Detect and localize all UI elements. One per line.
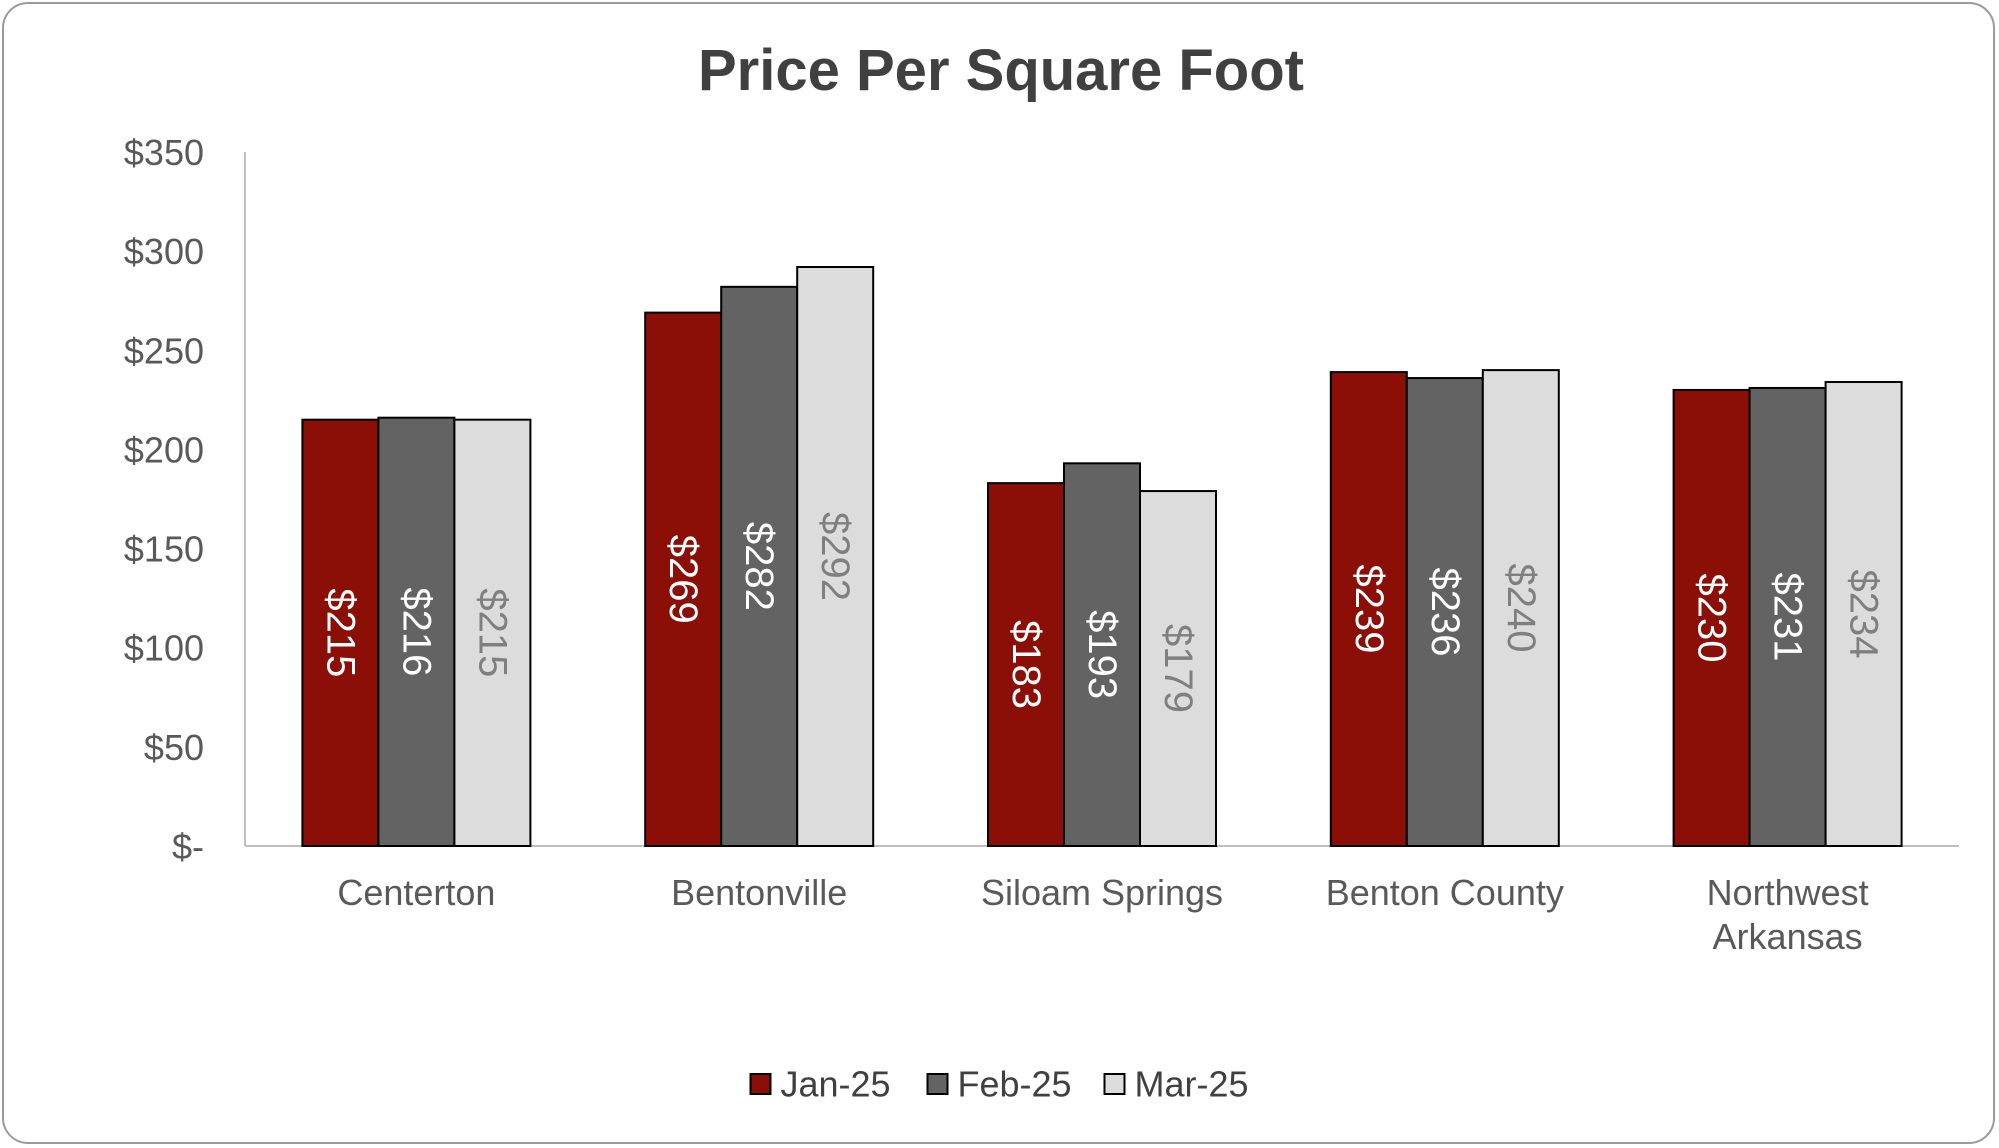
- data-label: $234: [1842, 570, 1886, 659]
- bar: [1139, 490, 1217, 847]
- data-label: $215: [318, 588, 362, 677]
- data-label: $179: [1156, 624, 1200, 713]
- bar: [377, 416, 456, 847]
- y-tick-label: $250: [124, 330, 204, 371]
- data-label: $231: [1766, 572, 1810, 661]
- legend: Jan-25 Feb-25 Mar-25: [749, 1064, 1249, 1105]
- y-tick-label: $100: [124, 628, 204, 669]
- chart-title: Price Per Square Foot: [698, 38, 1304, 103]
- data-label: $239: [1347, 565, 1391, 654]
- price-per-square-foot-chart: Price Per Square Foot $-$50$100$150$200$…: [124, 38, 1959, 1105]
- y-tick-label: $-: [172, 826, 204, 867]
- category-label: Northwest: [1707, 872, 1869, 913]
- y-tick-label: $200: [124, 429, 204, 470]
- bar: [644, 311, 723, 847]
- data-label: $236: [1423, 568, 1467, 657]
- data-label: $269: [661, 535, 705, 624]
- bar: [1824, 381, 1903, 847]
- data-label: $292: [813, 512, 857, 601]
- category-label: Centerton: [337, 872, 495, 913]
- data-label: $183: [1004, 620, 1048, 709]
- bar: [1329, 371, 1408, 847]
- bar: [301, 418, 380, 847]
- bar: [1748, 386, 1827, 847]
- bar: [1405, 377, 1484, 847]
- y-axis-ticks: $- $50 $100 $150 $200 $250 $300 $350: [124, 132, 204, 867]
- legend-label: Feb-25: [958, 1064, 1072, 1105]
- bar: [453, 418, 532, 847]
- category-label: Benton County: [1326, 872, 1564, 913]
- category-label: Bentonville: [671, 872, 847, 913]
- legend-label: Jan-25: [781, 1064, 891, 1105]
- legend-label: Mar-25: [1135, 1064, 1249, 1105]
- y-tick-label: $150: [124, 529, 204, 570]
- bar: [987, 482, 1065, 847]
- bar: [796, 266, 875, 847]
- data-label: $282: [737, 522, 781, 611]
- bar: [1063, 462, 1141, 847]
- data-label: $216: [394, 587, 438, 676]
- legend-swatch: [749, 1073, 772, 1095]
- legend-swatch: [926, 1073, 949, 1095]
- category-label: Arkansas: [1713, 916, 1863, 957]
- category-label: Siloam Springs: [981, 872, 1223, 913]
- bar: [1672, 388, 1751, 847]
- bar: [1481, 369, 1560, 847]
- y-tick-label: $350: [124, 132, 204, 173]
- data-label: $240: [1499, 564, 1543, 653]
- data-label: $193: [1080, 610, 1124, 699]
- y-tick-label: $50: [144, 727, 204, 768]
- bars: $215 $216 $215 $269 $282 $292 $183 $193 $179 $239…: [301, 266, 1903, 847]
- legend-swatch: [1103, 1073, 1126, 1095]
- data-label: $230: [1690, 573, 1734, 662]
- data-label: $215: [470, 588, 514, 677]
- category-labels: Centerton Bentonville Siloam Springs Benton…: [337, 872, 1868, 957]
- y-tick-label: $300: [124, 231, 204, 272]
